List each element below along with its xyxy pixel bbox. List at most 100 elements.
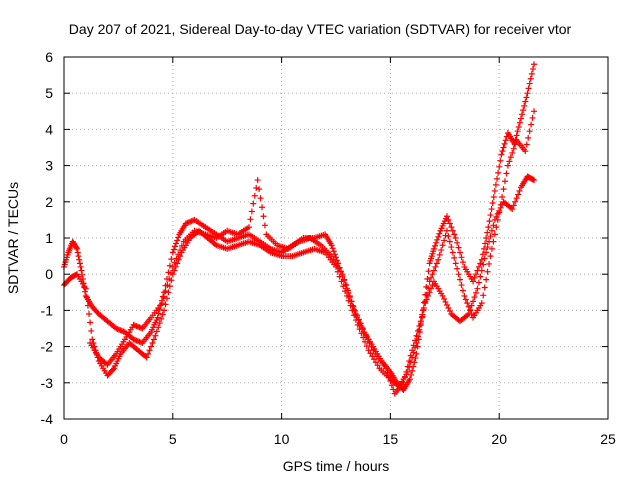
data-point [435, 256, 442, 263]
data-point [146, 347, 153, 354]
data-point [493, 224, 500, 231]
data-point [335, 265, 342, 272]
data-point [513, 195, 520, 202]
data-point [160, 293, 167, 300]
data-point [162, 288, 169, 295]
data-point [171, 259, 178, 266]
data-point [253, 184, 260, 191]
data-point [401, 374, 408, 381]
data-point [442, 232, 449, 239]
data-point [478, 256, 485, 263]
data-point [445, 233, 452, 240]
data-point [254, 177, 261, 184]
data-point [74, 245, 81, 252]
series-3 [87, 108, 538, 397]
data-point [171, 243, 178, 250]
data-point [332, 259, 339, 266]
data-point [452, 260, 459, 267]
data-point [423, 291, 430, 298]
data-point [256, 186, 263, 193]
data-point [178, 242, 185, 249]
data-point [454, 265, 461, 272]
data-point [471, 274, 478, 281]
plot-frame [63, 56, 609, 420]
chart-title: Day 207 of 2021, Sidereal Day-to-day VTE… [69, 21, 572, 37]
data-point [484, 268, 491, 275]
data-point [509, 149, 516, 156]
data-point [486, 260, 493, 267]
x-tick-label: 25 [600, 431, 616, 447]
data-point [496, 163, 503, 170]
data-point [352, 317, 359, 324]
data-point [342, 288, 349, 295]
data-point [467, 307, 474, 314]
data-point [515, 123, 522, 130]
data-point [250, 200, 257, 207]
data-point [500, 144, 507, 151]
data-point [347, 302, 354, 309]
data-point [458, 254, 465, 261]
data-point [443, 213, 450, 220]
data-point [363, 332, 370, 339]
data-point [163, 295, 170, 302]
data-point [435, 233, 442, 240]
data-point [366, 339, 373, 346]
data-point [89, 336, 96, 343]
data-point [493, 213, 500, 220]
data-point [488, 227, 495, 234]
data-point [470, 298, 477, 305]
data-point [503, 170, 510, 177]
data-point [459, 287, 466, 294]
data-point [330, 248, 337, 255]
data-point [417, 318, 424, 325]
data-point [499, 193, 506, 200]
data-point [487, 233, 494, 240]
data-point [349, 307, 356, 314]
data-point [334, 268, 341, 275]
data-point [329, 245, 336, 252]
data-point [406, 364, 413, 371]
y-tick-labels: -4 -3 -2 -1 0 1 2 3 4 5 6 [41, 49, 54, 427]
data-point [385, 373, 392, 380]
x-tick-label: 0 [60, 431, 68, 447]
data-point [442, 298, 449, 305]
data-point [478, 267, 485, 274]
data-point [484, 229, 491, 236]
data-point [341, 276, 348, 283]
data-point [477, 260, 484, 267]
data-point [361, 329, 368, 336]
x-tick-label: 10 [274, 431, 290, 447]
data-point [481, 255, 488, 262]
data-point [410, 342, 417, 349]
data-point [343, 282, 350, 289]
data-point [428, 285, 435, 292]
data-point [515, 191, 522, 198]
data-point [363, 342, 370, 349]
data-point [422, 298, 429, 305]
data-point [481, 284, 488, 291]
data-point [260, 213, 267, 220]
y-tick-label: -3 [41, 375, 54, 391]
data-point [175, 234, 182, 241]
data-point [426, 278, 433, 285]
data-point [331, 251, 338, 258]
x-tick-label: 5 [169, 431, 177, 447]
data-point [474, 285, 481, 292]
data-point [443, 227, 450, 234]
data-point [93, 350, 100, 357]
data-point [148, 343, 155, 350]
data-point [465, 303, 472, 310]
data-point [458, 282, 465, 289]
data-point [529, 114, 536, 121]
data-point [434, 236, 441, 243]
data-point [415, 336, 422, 343]
data-point [517, 115, 524, 122]
data-point [430, 267, 437, 274]
data-point [77, 263, 84, 270]
data-point [451, 254, 458, 261]
data-point [459, 259, 466, 266]
data-point [482, 240, 489, 247]
y-tick-label: -4 [41, 411, 54, 427]
data-point [506, 158, 513, 165]
data-point [412, 355, 419, 362]
